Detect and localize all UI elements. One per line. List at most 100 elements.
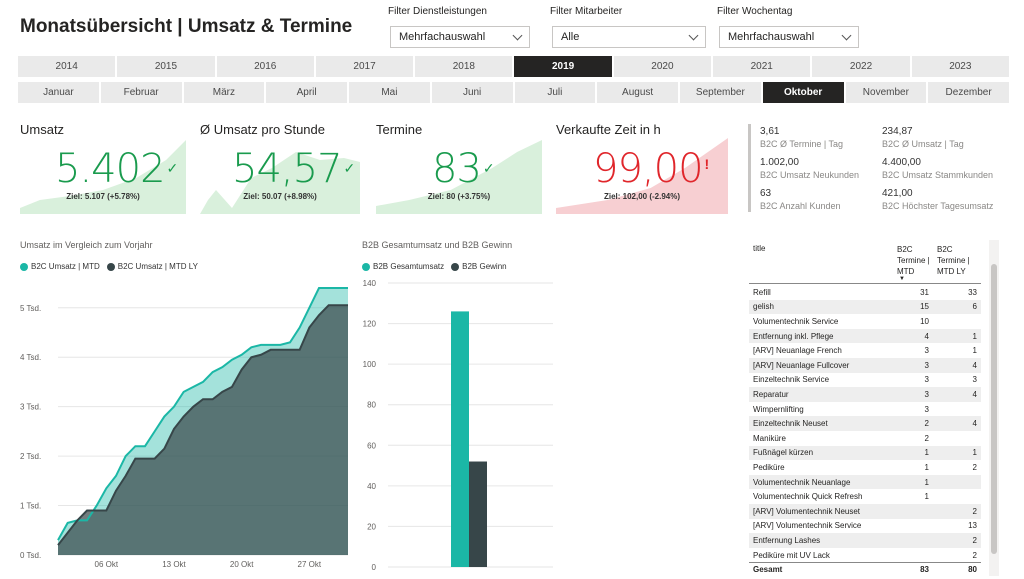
month-button-2[interactable]: März	[183, 82, 265, 103]
year-button-2016[interactable]: 2016	[216, 56, 314, 77]
table-row[interactable]: Entfernung Lashes 2	[749, 533, 981, 548]
kpi-value: 83	[432, 146, 482, 192]
month-button-6[interactable]: Juli	[514, 82, 596, 103]
table-row[interactable]: [ARV] Volumentechnik Neuset 2	[749, 504, 981, 519]
kpi-trend-area	[20, 140, 186, 214]
filter-services-dropdown[interactable]: Mehrfachauswahl	[390, 26, 530, 48]
side-stat-label: B2C Ø Termine | Tag	[760, 139, 844, 149]
table-cell-mtd: 1	[924, 477, 929, 487]
table-row[interactable]: Einzeltechnik Service 3 3	[749, 373, 981, 388]
page-title: Monatsübersicht | Umsatz & Termine	[20, 16, 353, 37]
side-stat-value: 234,87	[882, 126, 913, 137]
x-tick-label: 06 Okt	[95, 560, 119, 569]
year-button-2021[interactable]: 2021	[713, 56, 811, 77]
y-tick-label: 100	[363, 360, 377, 369]
table-row[interactable]: gelish 15 6	[749, 299, 981, 315]
table-cell-mtd: 31	[920, 287, 929, 297]
legend-dot-mtd	[20, 262, 28, 271]
y-tick-label: 0 Tsd.	[20, 551, 41, 560]
table-cell-mtd-ly: 1	[972, 346, 977, 356]
kpi-value-wrap: 5.402 ✓	[55, 146, 178, 192]
table-cell-title: [ARV] Volumentechnik Service	[753, 521, 862, 531]
bar-chart-title: B2B Gesamtumsatz und B2B Gewinn	[362, 240, 513, 250]
month-slicer: Januar Februar März April Mai Juni Juli August S…	[18, 82, 1009, 103]
table-cell-title: Pediküre	[753, 462, 785, 472]
table-header-mtd-ly[interactable]: B2C Termine | MTD LY	[937, 245, 970, 276]
bar-gesamtumsatz[interactable]	[451, 311, 469, 567]
kpi-value: 54,57	[232, 146, 343, 192]
table-row[interactable]: Wimpernlifting 3	[749, 402, 981, 417]
month-button-3[interactable]: April	[266, 82, 347, 103]
legend-label-mtd-ly: B2C Umsatz | MTD LY	[117, 262, 198, 271]
year-button-2023[interactable]: 2023	[911, 56, 1009, 77]
table-row[interactable]: Refill 31 33	[749, 285, 981, 300]
kpi-value: 5.402	[55, 146, 166, 192]
table-cell-mtd: 3	[924, 389, 929, 399]
month-button-1[interactable]: Februar	[100, 82, 182, 103]
table-cell-title: Einzeltechnik Neuset	[753, 419, 828, 429]
table-row[interactable]: [ARV] Volumentechnik Service 13	[749, 519, 981, 534]
side-stat-value: 63	[760, 188, 772, 199]
area-chart-title: Umsatz im Vergleich zum Vorjahr	[20, 240, 153, 250]
table-header-mtd[interactable]: B2C Termine | MTD	[897, 245, 930, 276]
area-series-mtd-ly	[58, 305, 348, 555]
table-header-title[interactable]: title	[753, 244, 766, 253]
table-row[interactable]: Einzeltechnik Neuset 2 4	[749, 416, 981, 431]
filter-weekday-label: Filter Wochentag	[717, 6, 793, 17]
table-cell-mtd: 3	[924, 375, 929, 385]
month-button-5[interactable]: Juni	[431, 82, 513, 103]
bar-chart-legend: B2B Gesamtumsatz B2B Gewinn	[362, 262, 507, 271]
table-cell-title: Pediküre mit UV Lack	[753, 550, 830, 560]
table-scrollbar-thumb[interactable]	[991, 264, 997, 554]
month-button-7[interactable]: August	[597, 82, 678, 103]
table-row[interactable]: Volumentechnik Neuanlage 1	[749, 474, 981, 490]
table-cell-title: Entfernung inkl. Pflege	[753, 331, 834, 341]
year-button-2018[interactable]: 2018	[415, 56, 513, 77]
side-stat-value: 421,00	[882, 188, 913, 199]
checkmark-icon: ✓	[343, 160, 356, 176]
table-cell-title: Refill	[753, 287, 771, 297]
kpi-title: Umsatz	[20, 122, 65, 137]
side-stat-label: B2C Umsatz Neukunden	[760, 170, 860, 180]
year-button-2014[interactable]: 2014	[18, 56, 116, 77]
filter-services-value: Mehrfachauswahl	[399, 31, 486, 43]
table-row[interactable]: Volumentechnik Service 10	[749, 314, 981, 329]
y-tick-label: 4 Tsd.	[20, 353, 41, 362]
table-cell-mtd-ly: 33	[968, 287, 977, 297]
table-scrollbar[interactable]	[989, 240, 999, 576]
table-row[interactable]: Entfernung inkl. Pflege 4 1	[749, 328, 981, 344]
kpi-trend-shape	[376, 140, 542, 214]
area-chart: 0 Tsd. 1 Tsd. 2 Tsd. 3 Tsd. 4 Tsd. 5 Tsd. 06 O…	[20, 287, 348, 569]
year-slicer: 2014 2015 2016 2017 2018 2019 2020 2021 2022 2023	[18, 56, 1009, 77]
bar-gewinn[interactable]	[469, 461, 487, 567]
table-row[interactable]: Maniküre 2	[749, 431, 981, 446]
legend-dot-mtd-ly	[106, 262, 115, 271]
table-cell-mtd: 15	[920, 302, 929, 312]
year-button-2022[interactable]: 2022	[812, 56, 910, 77]
year-button-2020[interactable]: 2020	[613, 56, 712, 77]
year-button-2017[interactable]: 2017	[315, 56, 414, 77]
y-tick-label: 1 Tsd.	[20, 502, 41, 511]
month-button-10[interactable]: November	[845, 82, 927, 103]
table-row[interactable]: Pediküre 1 2	[749, 460, 981, 475]
table-row[interactable]: Volumentechnik Quick Refresh 1	[749, 489, 981, 504]
month-button-8[interactable]: September	[680, 82, 761, 103]
table-row[interactable]: [ARV] Neuanlage Fullcover 3 4	[749, 358, 981, 373]
filter-staff-dropdown[interactable]: Alle	[552, 26, 706, 48]
month-button-4[interactable]: Mai	[349, 82, 430, 103]
table-row[interactable]: Reparatur 3 4	[749, 387, 981, 402]
table-total-label: Gesamt	[753, 565, 783, 574]
kpi-title: Termine	[376, 122, 423, 137]
table-row[interactable]: Fußnägel kürzen 1 1	[749, 445, 981, 461]
table-row[interactable]: Pediküre mit UV Lack 2	[749, 548, 981, 563]
table-cell-mtd: 3	[924, 404, 929, 414]
table-row[interactable]: [ARV] Neuanlage French 3 1	[749, 343, 981, 358]
side-stats-divider	[748, 124, 751, 212]
filter-weekday-dropdown[interactable]: Mehrfachauswahl	[719, 26, 859, 48]
month-button-9[interactable]: Oktober	[762, 82, 844, 103]
year-button-2019[interactable]: 2019	[514, 56, 612, 77]
checkmark-icon: ✓	[482, 160, 495, 176]
month-button-0[interactable]: Januar	[18, 82, 99, 103]
month-button-11[interactable]: Dezember	[928, 82, 1009, 103]
year-button-2015[interactable]: 2015	[117, 56, 215, 77]
